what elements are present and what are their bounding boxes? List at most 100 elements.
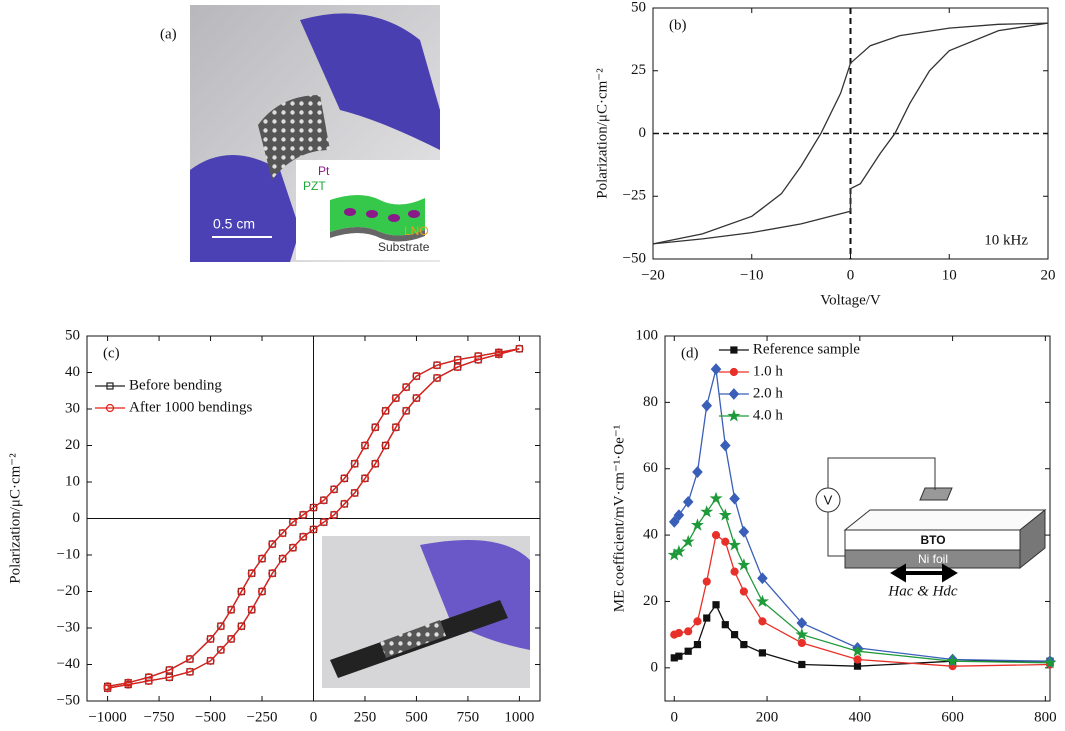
photo-inset [322, 536, 530, 688]
y-tick-label: 50 [631, 0, 646, 15]
y-tick-label: 40 [65, 364, 80, 380]
marker [711, 494, 721, 503]
diagram-inset: V BTO Ni foil Hac & Hdc [816, 458, 1045, 599]
marker [685, 648, 691, 654]
y-tick-label: 60 [643, 460, 658, 476]
x-tick-label: 1000 [504, 709, 534, 725]
bto-top [845, 510, 1045, 530]
marker [693, 467, 702, 477]
y-tick-label: 0 [73, 510, 81, 526]
y-axis-label: ME coefficient/mV·cm⁻¹·Oe⁻¹ [611, 425, 627, 612]
x-tick-label: −10 [740, 267, 763, 283]
inset-label: Ni foil [918, 552, 948, 566]
inset-label: Hac & Hdc [887, 583, 957, 599]
y-tick-label: 0 [639, 125, 647, 141]
legend-label: After 1000 bendings [129, 399, 252, 415]
layer-label: Substrate [378, 240, 430, 254]
panel-label: (b) [669, 17, 687, 33]
x-tick-label: 800 [1034, 709, 1057, 725]
panel-label: (a) [160, 26, 177, 42]
y-tick-label: −40 [57, 656, 80, 672]
legend-label: Reference sample [753, 341, 860, 357]
x-tick-label: 600 [941, 709, 964, 725]
y-tick-label: 10 [65, 473, 80, 489]
marker [712, 364, 721, 374]
marker [685, 628, 692, 635]
marker [713, 602, 719, 608]
marker [713, 532, 720, 539]
y-tick-label: 20 [643, 593, 658, 609]
layer-label: PZT [303, 179, 326, 193]
marker [702, 401, 711, 411]
x-tick-label: −500 [195, 709, 226, 725]
marker [759, 650, 765, 656]
marker [722, 622, 728, 628]
y-tick-label: 0 [651, 659, 659, 675]
y-tick-label: 30 [65, 400, 80, 416]
wire [828, 512, 845, 556]
y-tick-label: 80 [643, 394, 658, 410]
legend-label: Before bending [129, 377, 222, 393]
marker [721, 441, 730, 451]
panel-label: (d) [681, 345, 699, 361]
annotation: 10 kHz [984, 232, 1028, 248]
marker [797, 630, 807, 639]
electrode [920, 488, 952, 500]
photo-panel: (a) 0.5 cm Pt PZT LNO Substrate [160, 5, 440, 262]
legend-label: 2.0 h [753, 385, 784, 401]
x-tick-label: 0 [847, 267, 855, 283]
inset-label: V [824, 492, 833, 507]
marker [722, 538, 729, 545]
y-tick-label: −10 [57, 546, 80, 562]
x-tick-label: 400 [849, 709, 872, 725]
y-tick-label: −25 [623, 188, 646, 204]
marker [740, 588, 747, 595]
marker [739, 560, 749, 569]
figure: (a) 0.5 cm Pt PZT LNO Substrate V BTO Ni… [0, 0, 1065, 731]
wire [828, 458, 935, 490]
panel-label: (c) [103, 345, 120, 361]
y-axis-label: Polarization/μC·cm⁻² [7, 453, 23, 584]
y-tick-label: −20 [57, 583, 80, 599]
y-tick-label: 100 [636, 327, 659, 343]
x-tick-label: −750 [144, 709, 175, 725]
marker [694, 642, 700, 648]
legend-marker [731, 347, 737, 353]
marker [799, 662, 805, 668]
x-tick-label: 200 [756, 709, 779, 725]
marker [855, 663, 861, 669]
marker [703, 578, 710, 585]
marker [741, 642, 747, 648]
y-tick-label: −50 [623, 250, 646, 266]
marker [676, 653, 682, 659]
marker [721, 510, 731, 519]
legend-marker [730, 369, 737, 376]
marker [730, 494, 739, 504]
legend-marker [729, 411, 739, 420]
x-tick-label: 20 [1041, 267, 1056, 283]
legend-label: 4.0 h [753, 407, 784, 423]
series-line [674, 605, 1050, 666]
x-tick-label: 250 [354, 709, 377, 725]
pt-dot [344, 208, 356, 216]
marker [730, 540, 740, 549]
marker [675, 629, 682, 636]
pt-dot [366, 210, 378, 218]
y-tick-label: 25 [631, 62, 646, 78]
x-tick-label: 750 [457, 709, 480, 725]
x-tick-label: −20 [641, 267, 664, 283]
field-arrow [894, 567, 954, 579]
series [671, 602, 1053, 669]
x-tick-label: 500 [405, 709, 428, 725]
marker [759, 618, 766, 625]
marker [702, 507, 712, 516]
marker [739, 527, 748, 537]
x-tick-label: −250 [247, 709, 278, 725]
x-tick-label: 0 [310, 709, 318, 725]
scale-label: 0.5 cm [213, 216, 255, 232]
inset-label: BTO [920, 533, 945, 547]
marker [732, 632, 738, 638]
x-tick-label: 0 [671, 709, 679, 725]
x-axis-label: Voltage/V [820, 292, 881, 308]
y-tick-label: 50 [65, 327, 80, 343]
